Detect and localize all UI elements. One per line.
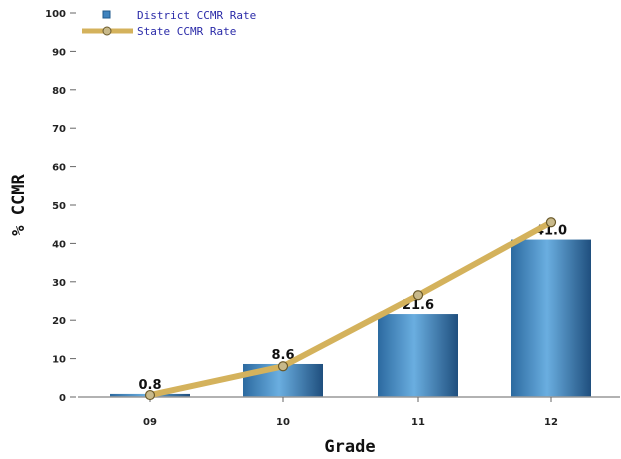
state-marker-12	[545, 217, 557, 228]
x-axis: 09 10 11 12	[78, 396, 620, 428]
y-tick-label: 70	[52, 124, 66, 135]
y-tick-label: 30	[52, 278, 66, 289]
y-tick-label: 10	[52, 355, 66, 366]
x-tick-label: 12	[544, 417, 558, 428]
legend-district-label: District CCMR Rate	[137, 9, 256, 22]
y-tick-label: 100	[45, 9, 66, 20]
bars-group	[110, 239, 591, 397]
legend-district-swatch	[102, 10, 111, 19]
y-tick-label: 80	[52, 86, 66, 97]
y-tick-label: 90	[52, 47, 66, 58]
x-tick-label: 09	[143, 417, 157, 428]
legend-state-marker	[102, 26, 112, 36]
data-label-09: 0.8	[138, 378, 161, 393]
y-tick-label: 40	[52, 239, 66, 250]
state-line-group	[144, 217, 557, 401]
bar-12	[511, 239, 591, 397]
bar-11	[378, 314, 458, 397]
y-axis-title: % CCMR	[9, 174, 29, 236]
x-tick-label: 11	[411, 417, 425, 428]
x-tick-label: 10	[276, 417, 290, 428]
y-axis: 0 10 20 30 40 50 60 70 80 90 100	[45, 9, 76, 404]
state-marker-10	[277, 361, 289, 372]
data-label-10: 8.6	[271, 348, 294, 363]
y-tick-label: 20	[52, 316, 66, 327]
state-marker-11	[412, 290, 424, 301]
legend: District CCMR Rate State CCMR Rate	[82, 9, 256, 38]
y-tick-label: 0	[59, 393, 66, 404]
y-tick-label: 60	[52, 163, 66, 174]
y-tick-label: 50	[52, 201, 66, 212]
legend-state-label: State CCMR Rate	[137, 25, 236, 38]
state-marker-09	[144, 389, 156, 401]
x-axis-title: Grade	[324, 437, 375, 457]
state-ccmr-line	[147, 219, 554, 399]
